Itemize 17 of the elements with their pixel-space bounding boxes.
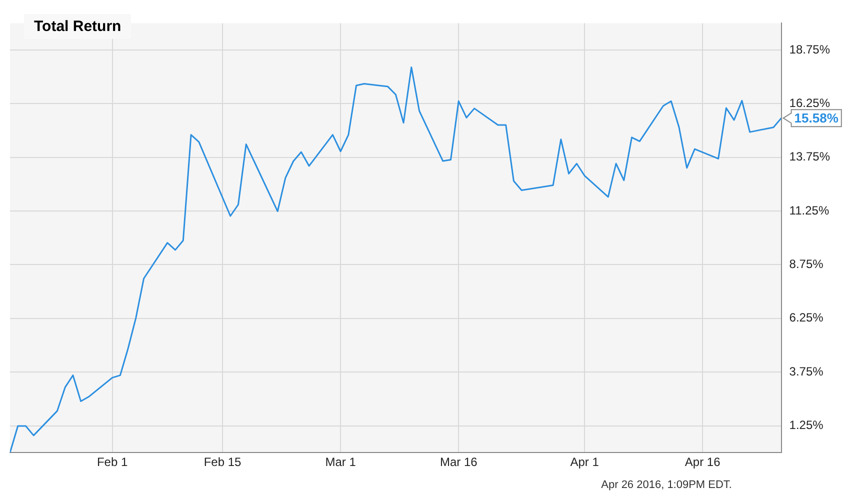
y-tick-label: 18.75%: [789, 42, 830, 56]
x-tick-label: Feb 15: [204, 455, 242, 470]
y-tick-label: 11.25%: [789, 203, 830, 218]
x-tick-label: Apr 1: [570, 455, 600, 470]
y-tick-label: 3.75%: [789, 364, 824, 378]
y-tick-label: 8.75%: [789, 257, 824, 272]
x-tick-label: Feb 1: [96, 455, 128, 470]
y-tick-label: 6.25%: [789, 310, 824, 325]
y-tick-label: 16.25%: [789, 96, 830, 110]
x-tick-label: Apr 16: [684, 455, 721, 470]
x-tick-label: Mar 16: [440, 455, 478, 470]
annotation: 15.58%: [794, 110, 839, 126]
x-tick-label: Mar 1: [325, 455, 356, 470]
y-tick-label: 13.75%: [789, 150, 830, 164]
text: Apr 26 2016, 1:09PM EDT.: [600, 479, 733, 491]
chart-title: Total Return: [24, 14, 132, 39]
y-tick-label: 1.25%: [789, 418, 824, 432]
